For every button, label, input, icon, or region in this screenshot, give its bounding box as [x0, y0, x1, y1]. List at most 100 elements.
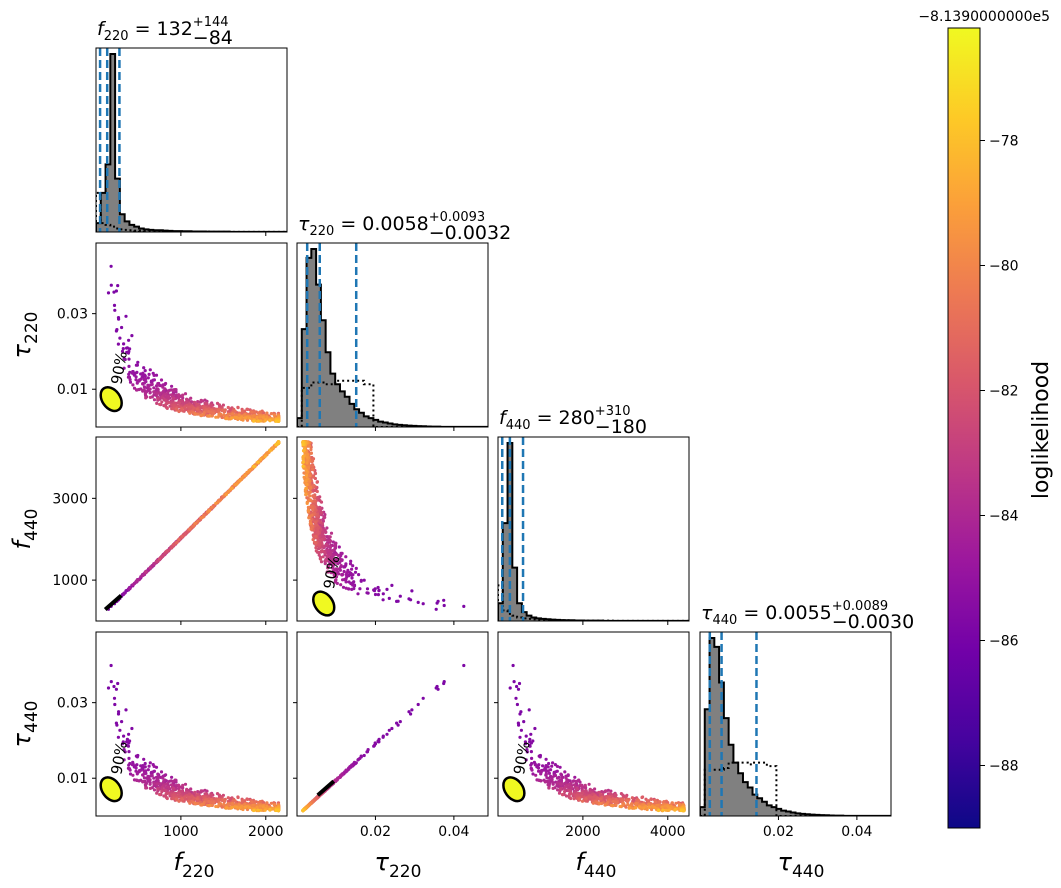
scatter-point: [241, 418, 245, 422]
scatter-point: [120, 349, 125, 353]
scatter-point: [589, 795, 593, 799]
scatter-point: [154, 765, 159, 769]
scatter-point: [265, 415, 269, 419]
panel-frame: [296, 242, 489, 428]
scatter-point: [410, 589, 414, 593]
scatter-point: [141, 382, 145, 386]
scatter-point: [528, 737, 532, 741]
scatter-point: [196, 400, 200, 404]
scatter-point: [189, 400, 194, 404]
scatter-point: [181, 783, 185, 788]
contour-90: [99, 386, 123, 413]
scatter-point: [256, 419, 260, 423]
scatter-point: [152, 378, 156, 382]
scatter-point: [235, 482, 239, 486]
scatter-point: [142, 366, 146, 370]
scatter-point: [316, 529, 320, 533]
panel-f440-tau220: 90%: [293, 436, 489, 625]
scatter-point: [385, 732, 389, 736]
scatter-point: [321, 555, 325, 559]
scatter-point: [127, 741, 131, 745]
scatter-point: [307, 516, 311, 520]
scatter-point: [597, 790, 601, 794]
scatter-point: [118, 336, 122, 340]
scatter-point: [558, 782, 563, 786]
contour-label: 90%: [320, 554, 344, 590]
scatter-point: [116, 681, 120, 686]
scatter-point: [544, 779, 548, 784]
scatter-point: [347, 767, 351, 771]
scatter-point: [318, 520, 322, 524]
scatter-point: [122, 592, 126, 596]
scatter-point: [539, 772, 543, 776]
scatter-point: [381, 592, 385, 596]
scatter-point: [158, 792, 162, 797]
scatter-point: [143, 369, 147, 373]
scatter-point: [305, 461, 309, 465]
scatter-point: [230, 416, 234, 420]
scatter-point: [167, 401, 171, 405]
scatter-point: [537, 769, 541, 773]
scatter-point: [416, 600, 420, 605]
scatter-point: [583, 783, 587, 788]
scatter-point: [245, 470, 249, 474]
scatter-point: [263, 808, 267, 812]
scatter-point: [207, 799, 211, 804]
scatter-point: [529, 732, 533, 736]
panel-tau220-f220: 90%0.010.03: [57, 242, 288, 431]
scatter-point: [337, 567, 341, 571]
scatter-point: [276, 440, 281, 444]
scatter-point: [313, 471, 317, 475]
scatter-point: [558, 787, 563, 791]
scatter-point: [339, 564, 343, 568]
scatter-point: [579, 783, 583, 787]
scatter-point: [188, 801, 192, 805]
scatter-point: [156, 772, 160, 776]
scatter-point: [555, 764, 560, 769]
scatter-point: [311, 494, 315, 498]
scatter-point: [121, 740, 125, 744]
scatter-point: [114, 721, 118, 725]
scatter-point: [163, 794, 167, 798]
scatter-point: [308, 494, 312, 498]
scatter-point: [217, 409, 221, 413]
scatter-point: [421, 696, 425, 700]
scatter-point: [546, 765, 550, 769]
scatter-point: [362, 578, 366, 582]
scatter-point: [395, 721, 399, 725]
panel-f220-f220: f220 = 132+144−84: [95, 15, 288, 236]
scatter-point: [256, 808, 260, 812]
scatter-point: [304, 468, 308, 472]
scatter-point: [199, 516, 203, 520]
scatter-point: [544, 773, 548, 777]
scatter-point: [351, 581, 355, 585]
scatter-point: [172, 786, 176, 791]
scatter-point: [177, 409, 181, 414]
scatter-point: [152, 390, 156, 394]
scatter-point: [320, 537, 324, 541]
scatter-point: [122, 342, 126, 346]
scatter-point: [128, 768, 132, 772]
scatter-point: [314, 508, 318, 512]
scatter-point: [320, 511, 324, 515]
scatter-point: [416, 702, 420, 707]
scatter-point: [516, 687, 521, 691]
scatter-point: [330, 566, 334, 570]
scatter-point: [170, 384, 174, 388]
scatter-point: [156, 383, 160, 387]
histogram-step-f220: [96, 53, 287, 232]
scatter-point: [238, 416, 242, 420]
scatter-point: [146, 768, 150, 772]
scatter-point: [331, 548, 335, 553]
scatter-point: [409, 712, 413, 716]
scatter-point: [212, 801, 216, 805]
scatter-point: [560, 792, 565, 797]
scatter-point: [172, 396, 176, 400]
scatter-point: [180, 797, 184, 801]
scatter-point: [177, 396, 181, 400]
scatter-point: [207, 410, 211, 414]
scatter-point: [121, 347, 125, 351]
scatter-point: [177, 538, 181, 542]
scatter-point: [317, 550, 321, 555]
scatter-point: [226, 405, 230, 410]
